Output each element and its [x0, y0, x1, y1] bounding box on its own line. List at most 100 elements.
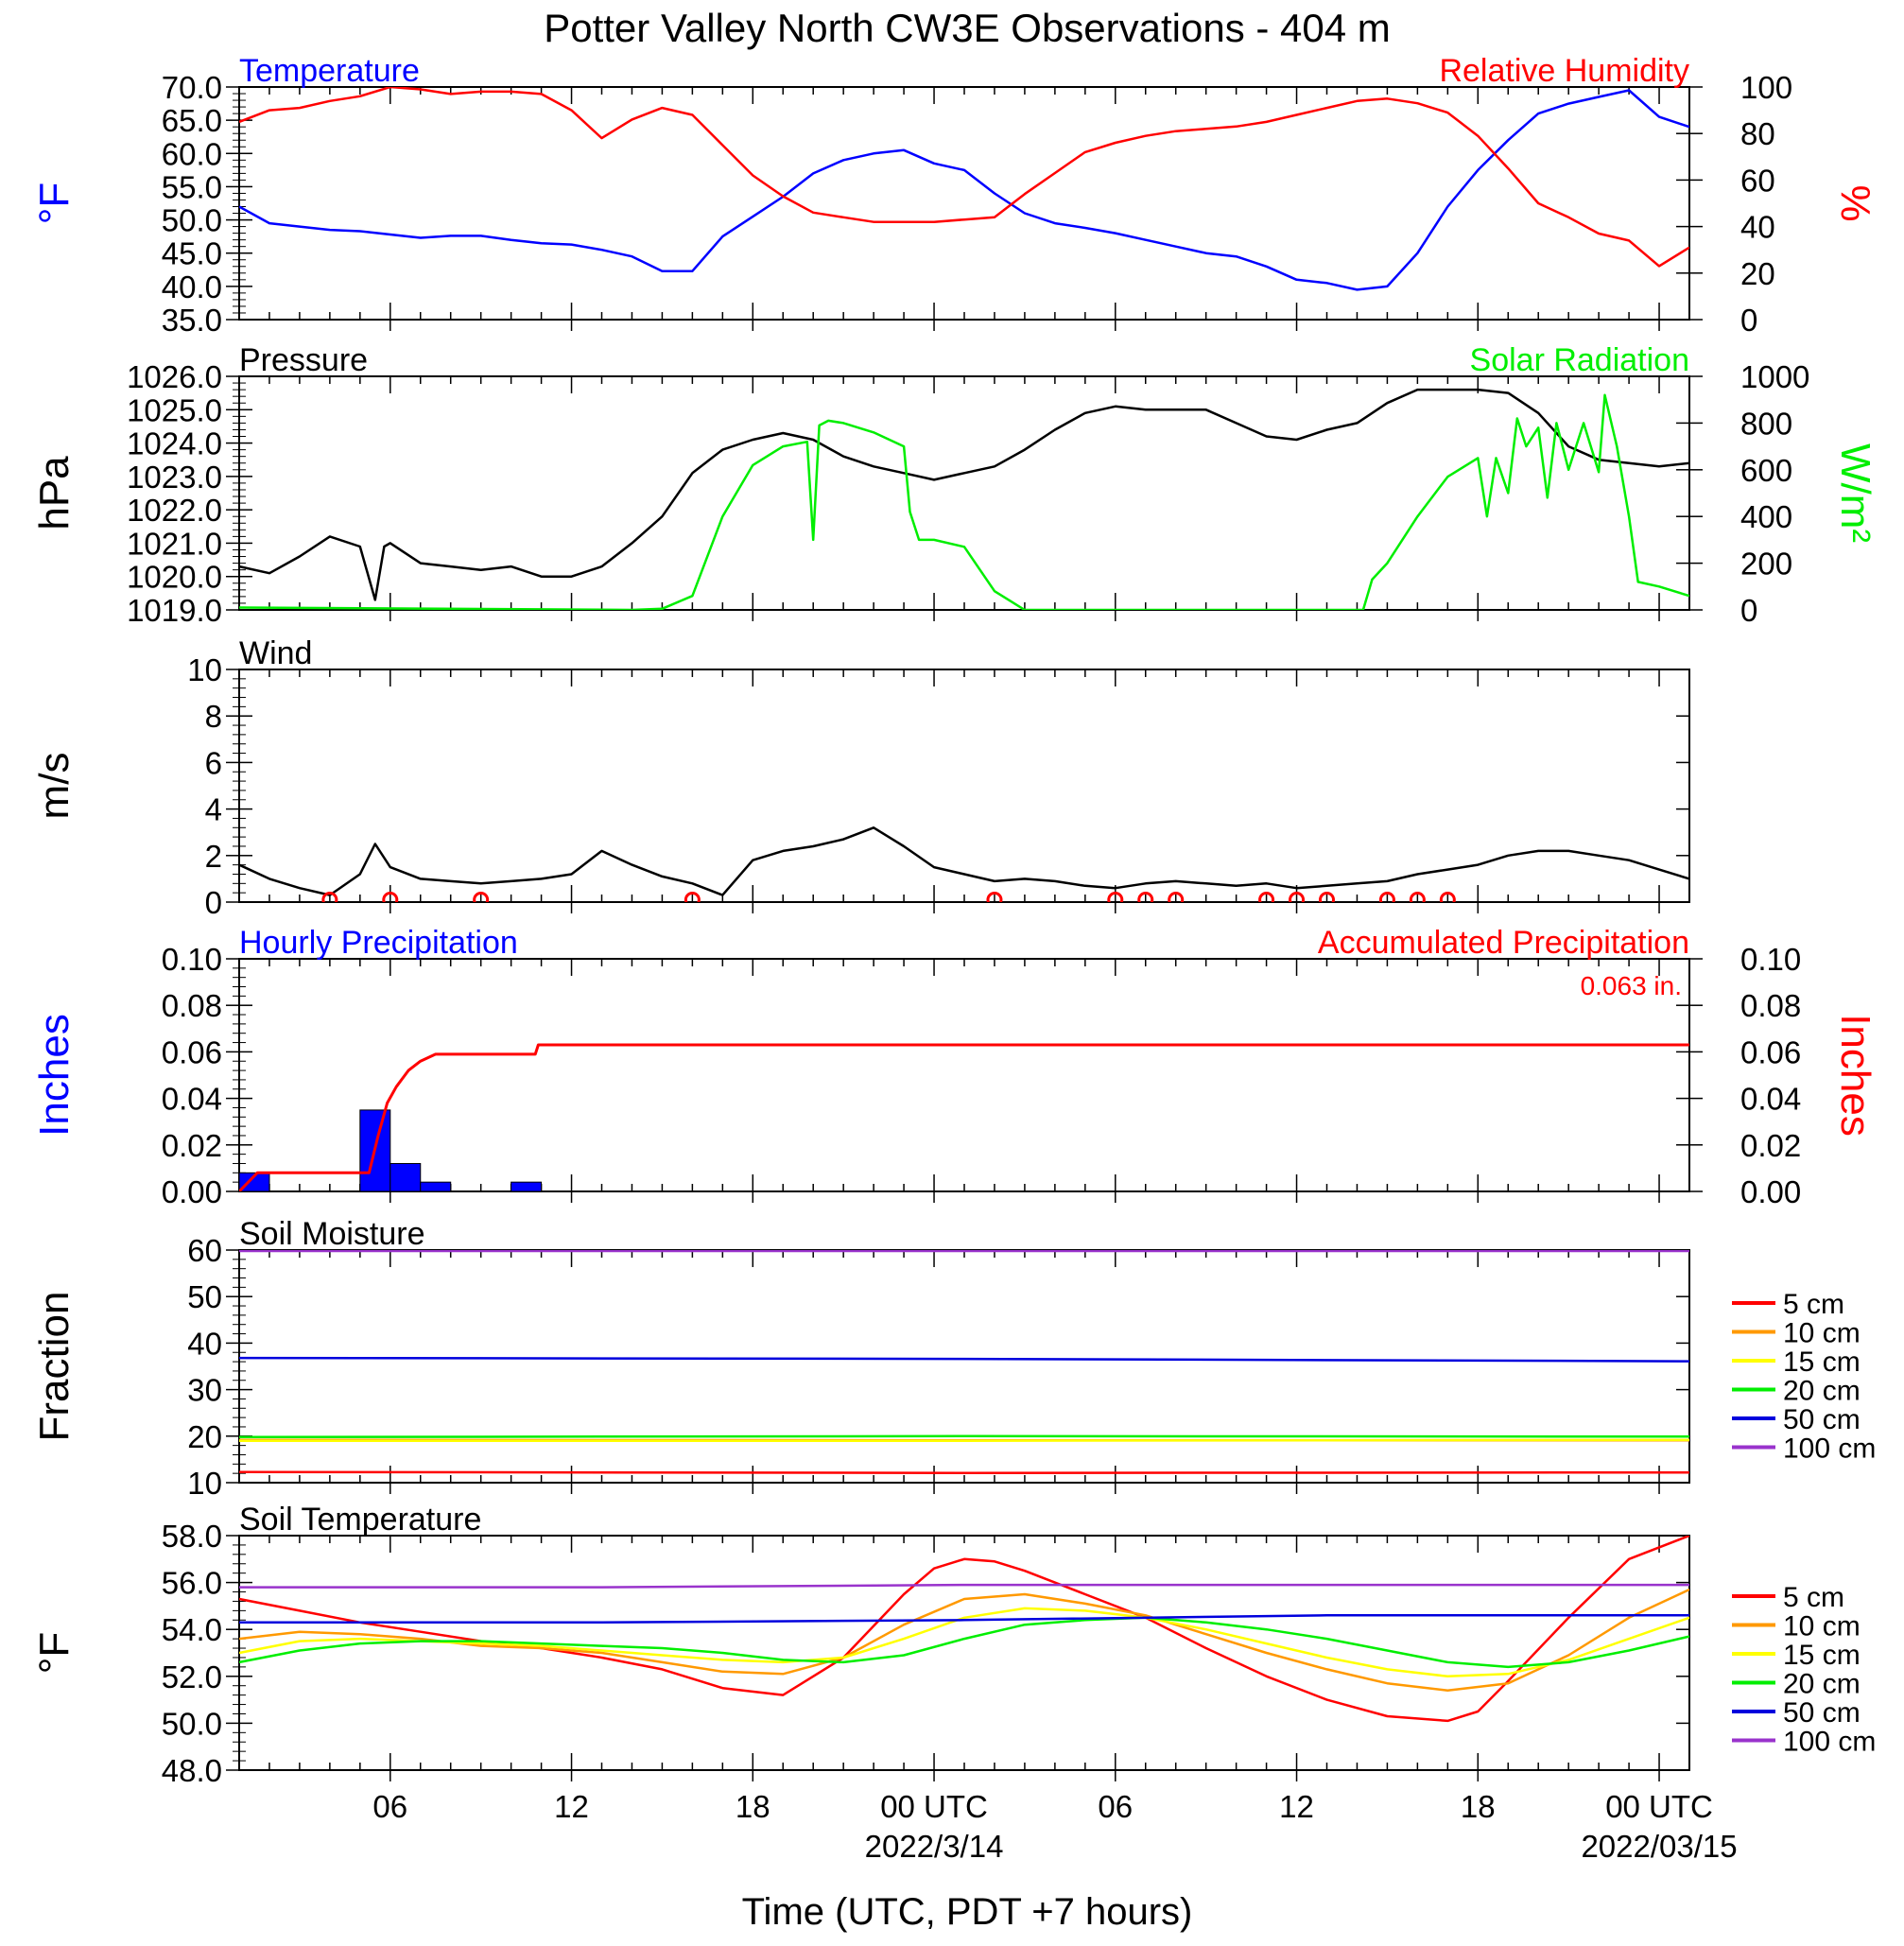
- calm-wind-marker: [382, 892, 399, 902]
- calm-wind-marker: [321, 892, 338, 902]
- calm-wind-marker: [1319, 892, 1335, 902]
- calm-wind-marker: [1168, 892, 1185, 902]
- calm-wind-marker: [1289, 892, 1306, 902]
- y-tick-label-left: 56.0: [162, 1566, 222, 1601]
- y-tick-label-left: 54.0: [162, 1612, 222, 1647]
- x-tick-label: 06: [1098, 1789, 1133, 1824]
- calm-wind-marker: [1378, 892, 1395, 902]
- panel-frame: [238, 958, 1690, 1192]
- panel-title-left: Soil Temperature: [239, 1502, 481, 1538]
- panel-data: [239, 1043, 1689, 1191]
- calm-wind-marker: [1409, 892, 1426, 902]
- series-line-pressure: [239, 388, 1689, 601]
- y-tick-label-left: 8: [205, 699, 222, 734]
- y-tick-label-right: 200: [1740, 547, 1792, 582]
- panel-frame: [238, 1535, 1690, 1771]
- legend-label: 100 cm: [1783, 1433, 1876, 1465]
- x-axis-label: Time (UTC, PDT +7 hours): [742, 1891, 1193, 1933]
- x-tick-label: 18: [736, 1789, 770, 1824]
- panel-data: [239, 87, 1689, 291]
- x-tick-label: 00 UTC: [880, 1789, 988, 1824]
- legend-label: 15 cm: [1783, 1347, 1861, 1378]
- y-tick-label-right: 60: [1740, 163, 1775, 198]
- y-tick-label-left: 70.0: [162, 70, 222, 105]
- x-tick-date-label: 2022/3/14: [865, 1829, 1004, 1864]
- series-line-wind: [239, 826, 1689, 896]
- panel-frame: [238, 375, 1690, 611]
- panel-title-right: Solar Radiation: [1470, 342, 1689, 378]
- y-tick-label-right: 0.10: [1740, 942, 1801, 977]
- calm-wind-marker: [473, 892, 490, 902]
- legend-label: 5 cm: [1783, 1289, 1844, 1320]
- y-tick-label-right: 0.08: [1740, 988, 1801, 1023]
- y-tick-label-right: 0: [1740, 593, 1757, 628]
- series-line-soil_5: [239, 1536, 1689, 1723]
- legend-label: 20 cm: [1783, 1376, 1861, 1407]
- y-axis-label-right: W/m²: [1832, 443, 1878, 543]
- y-tick-label-right: 20: [1740, 256, 1775, 291]
- y-tick-label-left: 10: [187, 1466, 222, 1501]
- y-tick-label-left: 20: [187, 1419, 222, 1454]
- legend-label: 15 cm: [1783, 1640, 1861, 1671]
- y-tick-label-left: 2: [205, 839, 222, 874]
- y-tick-label-right: 800: [1740, 406, 1792, 441]
- panel-pressure_solar: 1019.01020.01021.01022.01023.01024.01025…: [31, 342, 1878, 628]
- x-tick-label: 18: [1461, 1789, 1496, 1824]
- y-tick-label-left: 0.10: [162, 942, 222, 977]
- panel-data: [239, 826, 1689, 902]
- y-tick-label-left: 4: [205, 792, 222, 827]
- y-tick-label-left: 1019.0: [127, 593, 222, 628]
- y-tick-label-right: 1000: [1740, 359, 1809, 394]
- panel-frame: [238, 86, 1690, 321]
- panel-title-left: Hourly Precipitation: [239, 925, 518, 961]
- y-tick-label-left: 60.0: [162, 136, 222, 171]
- y-axis-label-left: Inches: [31, 1014, 78, 1137]
- y-tick-label-left: 50.0: [162, 1706, 222, 1741]
- y-tick-label-left: 40.0: [162, 269, 222, 304]
- x-tick-date-label: 2022/03/15: [1581, 1829, 1737, 1864]
- calm-wind-marker: [1107, 892, 1124, 902]
- y-tick-label-right: 0: [1740, 303, 1757, 338]
- series-line-soil_100: [239, 1583, 1689, 1589]
- y-tick-label-right: 40: [1740, 210, 1775, 245]
- y-tick-label-left: 45.0: [162, 236, 222, 271]
- series-line-soil_20: [239, 1434, 1689, 1439]
- y-tick-label-right: 80: [1740, 116, 1775, 151]
- y-tick-label-left: 1023.0: [127, 460, 222, 495]
- y-axis-label-left: hPa: [31, 456, 78, 530]
- y-tick-label-left: 50: [187, 1279, 222, 1314]
- series-line-soil_5: [239, 1470, 1689, 1474]
- legend-label: 10 cm: [1783, 1318, 1861, 1349]
- y-tick-label-left: 0.08: [162, 988, 222, 1023]
- chart-title: Potter Valley North CW3E Observations - …: [544, 6, 1391, 50]
- panel-frame: [238, 1249, 1690, 1484]
- panel-data: [239, 1250, 1689, 1474]
- series-line-solar: [239, 393, 1689, 610]
- series-line-humidity: [239, 87, 1689, 268]
- y-tick-label-left: 10: [187, 652, 222, 687]
- y-tick-label-left: 40: [187, 1326, 222, 1361]
- legend-label: 100 cm: [1783, 1727, 1876, 1758]
- x-tick-label: 00 UTC: [1605, 1789, 1713, 1824]
- precip-bar: [511, 1181, 543, 1191]
- panel-data: [239, 388, 1689, 610]
- series-line-soil_15: [239, 1438, 1689, 1442]
- panel-soil_moisture: 10 20 30 40 50 60 Soil Moisture Fraction 5 cm10 …: [31, 1216, 1876, 1501]
- y-tick-label-left: 1020.0: [127, 560, 222, 595]
- y-axis-label-left: °F: [31, 1632, 78, 1674]
- x-tick-label: 12: [554, 1789, 589, 1824]
- y-tick-label-right: 100: [1740, 70, 1792, 105]
- calm-wind-marker: [1439, 892, 1456, 902]
- series-line-soil_50: [239, 1614, 1689, 1625]
- panel-title-left: Wind: [239, 635, 312, 671]
- y-tick-label-left: 6: [205, 745, 222, 780]
- series-line-temperature: [239, 89, 1689, 291]
- y-tick-label-left: 52.0: [162, 1659, 222, 1694]
- y-tick-label-right: 600: [1740, 453, 1792, 488]
- y-tick-label-left: 60: [187, 1233, 222, 1268]
- y-tick-label-right: 0.06: [1740, 1034, 1801, 1069]
- panel-wind: 0 2 4 6 8 10 Wind m/s: [31, 635, 1690, 920]
- legend-label: 50 cm: [1783, 1404, 1861, 1435]
- y-tick-label-left: 0.00: [162, 1174, 222, 1209]
- legend-label: 10 cm: [1783, 1611, 1861, 1642]
